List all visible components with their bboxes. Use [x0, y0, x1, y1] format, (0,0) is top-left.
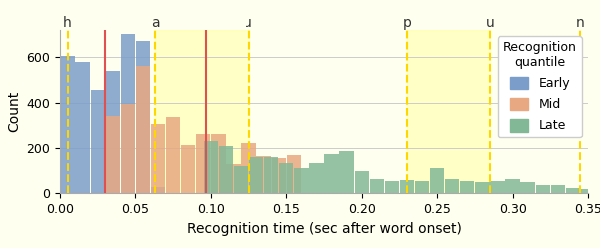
Bar [136, 41, 150, 193]
Bar [407, 30, 490, 193]
Text: a: a [151, 16, 160, 30]
Bar [520, 182, 535, 193]
Bar [551, 186, 565, 193]
Bar [121, 104, 135, 193]
Bar [264, 157, 278, 193]
Y-axis label: Count: Count [7, 91, 21, 132]
Bar [203, 141, 218, 193]
Bar [581, 189, 595, 193]
Bar [536, 186, 550, 193]
Bar [460, 181, 475, 193]
Bar [279, 163, 293, 193]
Bar [219, 146, 233, 193]
Bar [287, 155, 301, 193]
Bar [76, 62, 90, 193]
Bar [106, 71, 120, 193]
Bar [155, 30, 248, 193]
Bar [256, 156, 271, 193]
Bar [241, 143, 256, 193]
Text: n: n [576, 16, 585, 30]
Bar [430, 168, 445, 193]
Bar [211, 134, 226, 193]
Bar [151, 124, 165, 193]
Text: h: h [63, 16, 72, 30]
Bar [294, 168, 308, 193]
Bar [445, 179, 460, 193]
Text: ɹ: ɹ [245, 16, 251, 30]
Bar [370, 179, 384, 193]
Bar [566, 188, 580, 193]
Bar [385, 181, 399, 193]
Bar [596, 190, 600, 193]
Bar [272, 158, 286, 193]
Bar [91, 90, 105, 193]
Bar [166, 117, 181, 193]
Bar [61, 56, 75, 193]
Text: p: p [403, 16, 412, 30]
Bar [475, 182, 490, 193]
Bar [505, 179, 520, 193]
Bar [415, 181, 429, 193]
Bar [400, 180, 414, 193]
Bar [121, 34, 135, 193]
Bar [226, 164, 241, 193]
Bar [355, 171, 369, 193]
Bar [234, 166, 248, 193]
Bar [325, 154, 339, 193]
Bar [106, 116, 120, 193]
Bar [490, 181, 505, 193]
Text: u: u [485, 16, 494, 30]
Bar [309, 163, 323, 193]
Bar [181, 145, 196, 193]
Bar [196, 134, 211, 193]
Bar [136, 66, 150, 193]
Legend: Early, Mid, Late: Early, Mid, Late [498, 36, 582, 137]
Bar [151, 187, 165, 193]
Bar [249, 157, 263, 193]
Bar [340, 151, 354, 193]
X-axis label: Recognition time (sec after word onset): Recognition time (sec after word onset) [187, 222, 461, 236]
